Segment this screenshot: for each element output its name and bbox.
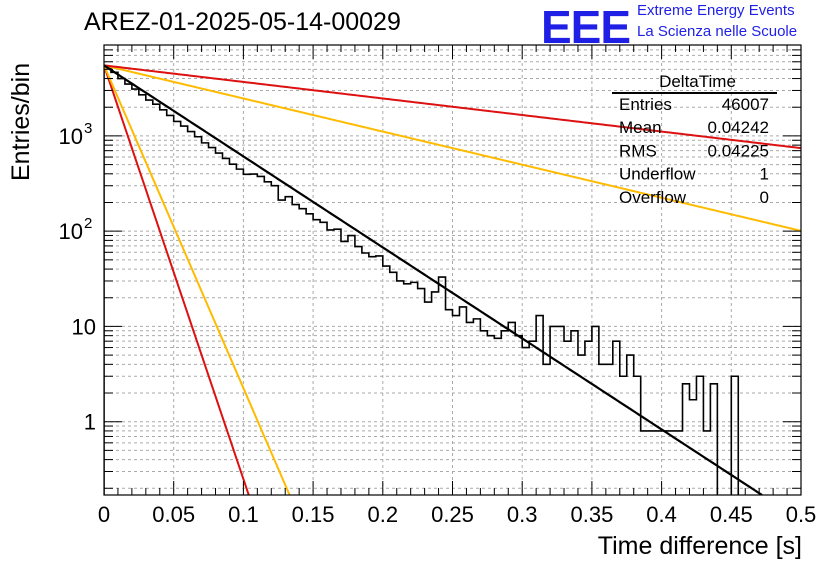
y-tick-label-exponent: 2 [84, 215, 92, 232]
fit-curve-orange-slow [104, 64, 801, 232]
fit-curve-red-fast [104, 65, 250, 495]
stats-label: Overflow [619, 188, 687, 207]
fit-curve-red-slow [104, 64, 801, 150]
logo-line-1: Extreme Energy Events [637, 2, 795, 19]
x-tick-label: 0.25 [431, 502, 474, 527]
x-tick-label: 0.5 [786, 502, 817, 527]
stats-value: 1 [760, 165, 769, 184]
y-tick-label: 10 [59, 124, 83, 149]
chart-title: AREZ-01-2025-05-14-00029 [84, 8, 401, 36]
x-tick-label: 0 [98, 502, 110, 527]
x-tick-label: 0.2 [368, 502, 399, 527]
y-tick-label: 10 [59, 219, 83, 244]
fit-curve-orange-fast [104, 64, 291, 495]
eee-logo: EEE [541, 1, 631, 53]
x-tick-label: 0.45 [710, 502, 753, 527]
stats-label: Underflow [619, 165, 696, 184]
logo-line-2: La Scienza nelle Scuole [637, 23, 798, 40]
y-tick-label: 1 [84, 410, 96, 435]
y-axis-label-text: Entries/bin [7, 62, 35, 181]
fit-curve-fit [104, 64, 763, 495]
x-tick-label: 0.1 [228, 502, 259, 527]
stats-label: Mean [619, 118, 662, 137]
stats-value: 0.04242 [708, 118, 769, 137]
x-tick-label: 0.35 [570, 502, 613, 527]
x-axis-label: Time difference [s] [597, 532, 802, 560]
stats-label: Entries [619, 95, 672, 114]
x-tick-label: 0.3 [507, 502, 538, 527]
histogram-bars [104, 66, 747, 495]
y-tick-label: 10 [72, 314, 96, 339]
stats-value: 46007 [722, 95, 769, 114]
y-tick-label-exponent: 3 [84, 120, 92, 137]
stats-value: 0.04225 [708, 141, 769, 160]
x-tick-label: 0.15 [292, 502, 335, 527]
x-tick-label: 0.4 [646, 502, 677, 527]
x-tick-label: 0.05 [152, 502, 195, 527]
stats-title: DeltaTime [659, 72, 736, 91]
stats-label: RMS [619, 141, 657, 160]
stats-value: 0 [760, 188, 769, 207]
